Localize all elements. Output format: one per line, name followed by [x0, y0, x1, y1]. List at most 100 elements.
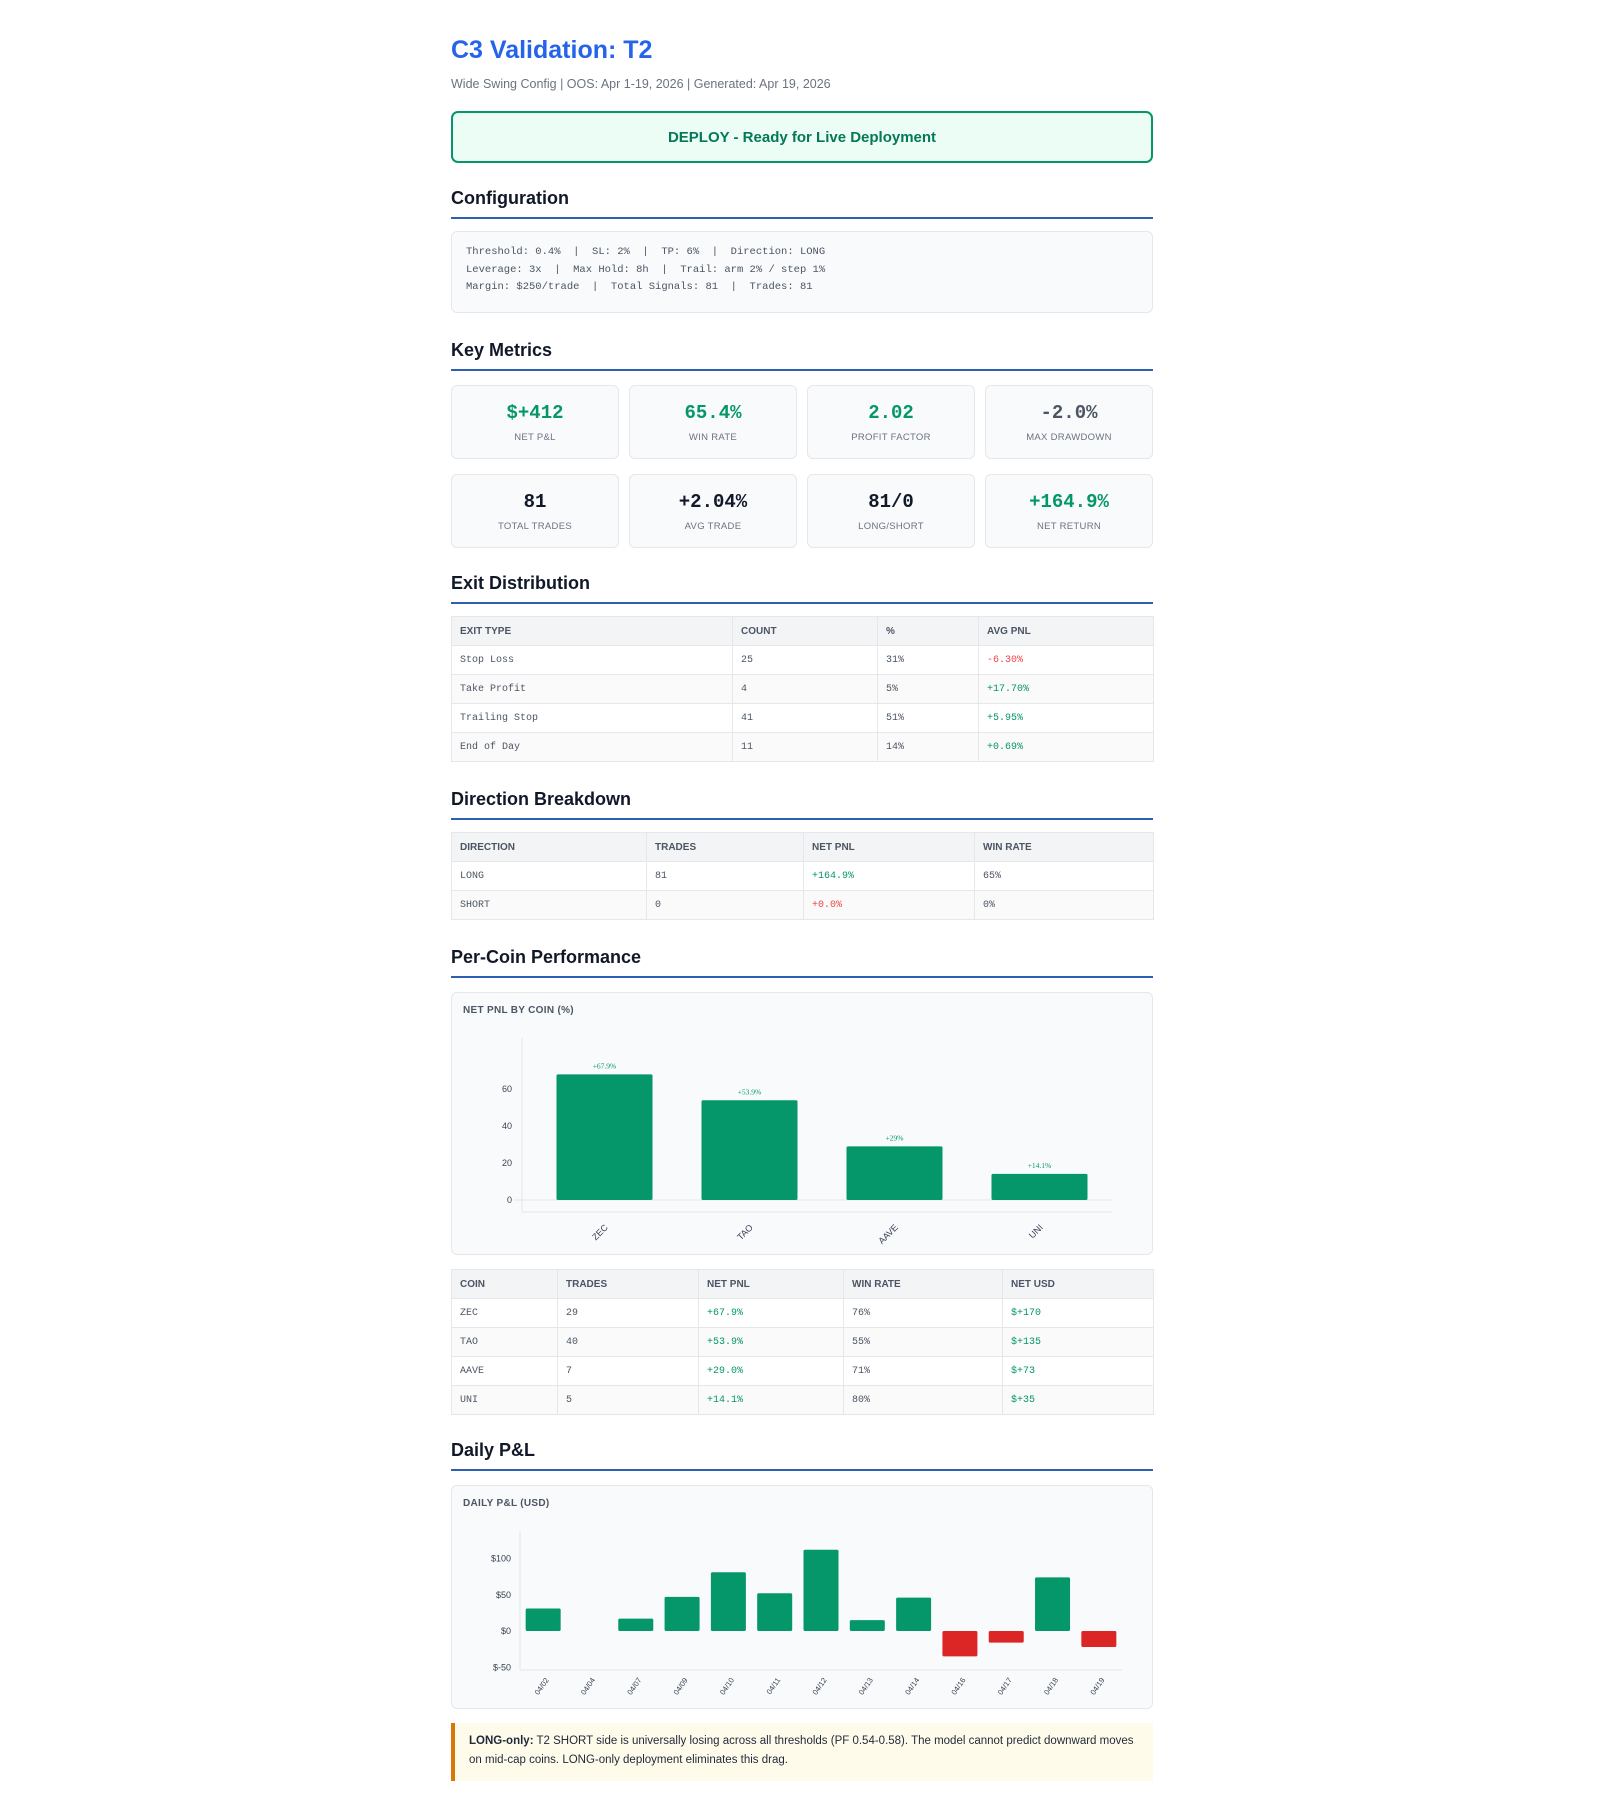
per-coin-table: COIN TRADES NET PNL WIN RATE NET USD ZEC…	[451, 1269, 1154, 1415]
page-subtitle: Wide Swing Config | OOS: Apr 1-19, 2026 …	[451, 77, 831, 91]
table-header-row: EXIT TYPE COUNT % AVG PNL	[451, 616, 1154, 646]
y-tick-label: 20	[502, 1158, 512, 1168]
exit-type-cell: End of Day	[451, 732, 733, 762]
metric-label: NET P&L	[514, 431, 556, 443]
x-tick-label: 04/11	[765, 1676, 783, 1696]
net-pnl-cell: +14.1%	[698, 1385, 844, 1415]
y-tick-label: 0	[507, 1195, 512, 1205]
net-pnl-cell: +29.0%	[698, 1356, 844, 1386]
y-tick-label: 60	[502, 1084, 512, 1094]
table-row: AAVE 7 +29.0% 71% $+73	[451, 1356, 1154, 1386]
metric-label: LONG/SHORT	[858, 520, 924, 532]
direction-cell: LONG	[451, 861, 647, 891]
net-pnl-cell: +0.0%	[803, 890, 975, 920]
direction-cell: SHORT	[451, 890, 647, 920]
bar-04-16	[942, 1631, 978, 1657]
count-cell: 25	[732, 645, 878, 675]
config-line: Leverage: 3x | Max Hold: 8h | Trail: arm…	[466, 263, 826, 276]
metric-value: -2.0%	[1040, 401, 1098, 424]
table-row: LONG 81 +164.9% 65%	[451, 861, 1154, 891]
y-tick-label: $50	[496, 1590, 511, 1600]
y-tick-label: $0	[501, 1626, 511, 1636]
trades-cell: 81	[646, 861, 804, 891]
table-header-row: COIN TRADES NET PNL WIN RATE NET USD	[451, 1269, 1154, 1299]
x-tick-label: 04/13	[857, 1676, 875, 1697]
metric-value: 65.4%	[684, 401, 742, 424]
bar-04-09	[664, 1596, 700, 1631]
metric-card: 2.02 PROFIT FACTOR	[807, 385, 975, 459]
column-header: TRADES	[557, 1269, 699, 1299]
bar-04-17	[988, 1631, 1024, 1643]
bar-value-label: +53.9%	[738, 1087, 762, 1096]
y-tick-label: 40	[502, 1121, 512, 1131]
percent-cell: 31%	[877, 645, 979, 675]
net-usd-cell: $+73	[1002, 1356, 1154, 1386]
net-usd-cell: $+35	[1002, 1385, 1154, 1415]
bar-value-label: +29%	[886, 1133, 904, 1142]
x-tick-label: 04/09	[672, 1676, 690, 1697]
y-tick-label: $100	[491, 1554, 511, 1564]
bar-value-label: +67.9%	[593, 1061, 617, 1070]
section-title-per-coin-performance: Per-Coin Performance	[451, 946, 1153, 978]
chart-title: NET PNL BY COIN (%)	[463, 1005, 574, 1016]
config-line: Threshold: 0.4% | SL: 2% | TP: 6% | Dire…	[466, 246, 826, 258]
trades-cell: 29	[557, 1298, 699, 1328]
metric-card: -2.0% MAX DRAWDOWN	[985, 385, 1153, 459]
bar-04-18	[1035, 1577, 1071, 1631]
bar-value-label: +14.1%	[1028, 1161, 1052, 1170]
trades-cell: 0	[646, 890, 804, 920]
column-header: TRADES	[646, 832, 804, 862]
x-tick-label: 04/07	[625, 1676, 643, 1697]
exit-type-cell: Trailing Stop	[451, 703, 733, 733]
x-tick-label: 04/10	[718, 1676, 736, 1697]
exit-distribution-table: EXIT TYPE COUNT % AVG PNL Stop Loss 25 31%…	[451, 616, 1154, 762]
section-title-direction-breakdown: Direction Breakdown	[451, 788, 1153, 820]
metric-label: TOTAL TRADES	[498, 520, 572, 532]
section-title-configuration: Configuration	[451, 187, 1153, 219]
table-row: TAO 40 +53.9% 55% $+135	[451, 1327, 1154, 1357]
y-tick-label: $-50	[493, 1662, 511, 1672]
x-tick-label: UNI	[1027, 1222, 1045, 1240]
win-rate-cell: 80%	[843, 1385, 1003, 1415]
bar-tao	[701, 1100, 798, 1200]
column-header: NET PNL	[803, 832, 975, 862]
coin-pnl-chart: NET PNL BY COIN (%) 0 20 40 60 +67.9% ZEC +53.…	[451, 992, 1153, 1255]
net-pnl-cell: +67.9%	[698, 1298, 844, 1328]
bar-04-13	[849, 1620, 885, 1631]
metric-label: MAX DRAWDOWN	[1026, 431, 1112, 443]
column-header: NET PNL	[698, 1269, 844, 1299]
percent-cell: 51%	[877, 703, 979, 733]
x-tick-label: 04/02	[533, 1676, 551, 1697]
metric-card: 81/0 LONG/SHORT	[807, 474, 975, 548]
x-tick-label: 04/17	[996, 1676, 1014, 1697]
section-title-daily-pnl: Daily P&L	[451, 1439, 1153, 1471]
deploy-status-banner: DEPLOY - Ready for Live Deployment	[451, 111, 1153, 163]
table-row: Stop Loss 25 31% -6.30%	[451, 645, 1154, 675]
column-header: COUNT	[732, 616, 878, 646]
column-header: WIN RATE	[974, 832, 1154, 862]
x-tick-label: TAO	[735, 1222, 755, 1242]
table-row: UNI 5 +14.1% 80% $+35	[451, 1385, 1154, 1415]
trades-cell: 40	[557, 1327, 699, 1357]
config-line: Margin: $250/trade | Total Signals: 81 |…	[466, 281, 813, 293]
exit-type-cell: Stop Loss	[451, 645, 733, 675]
note-text: T2 SHORT side is universally losing acro…	[469, 1735, 1134, 1766]
x-tick-label: AAVE	[876, 1222, 900, 1246]
percent-cell: 5%	[877, 674, 979, 704]
column-header: AVG PNL	[978, 616, 1154, 646]
metric-label: AVG TRADE	[684, 520, 742, 532]
trades-cell: 5	[557, 1385, 699, 1415]
metric-card: $+412 NET P&L	[451, 385, 619, 459]
x-tick-label: 04/04	[579, 1676, 597, 1697]
bar-04-02	[525, 1608, 561, 1631]
x-tick-label: 04/19	[1088, 1676, 1106, 1697]
coin-cell: UNI	[451, 1385, 558, 1415]
avg-pnl-cell: +0.69%	[978, 732, 1154, 762]
bar-aave	[846, 1146, 943, 1200]
metric-value: 81/0	[868, 490, 914, 513]
column-header: WIN RATE	[843, 1269, 1003, 1299]
daily-pnl-chart-svg: $-50 $0 $50 $100 04/02 04/04 04/07 04/09 04/10 04…	[491, 1531, 1122, 1697]
column-header: DIRECTION	[451, 832, 647, 862]
direction-breakdown-table: DIRECTION TRADES NET PNL WIN RATE LONG 81…	[451, 832, 1154, 920]
net-pnl-cell: +53.9%	[698, 1327, 844, 1357]
